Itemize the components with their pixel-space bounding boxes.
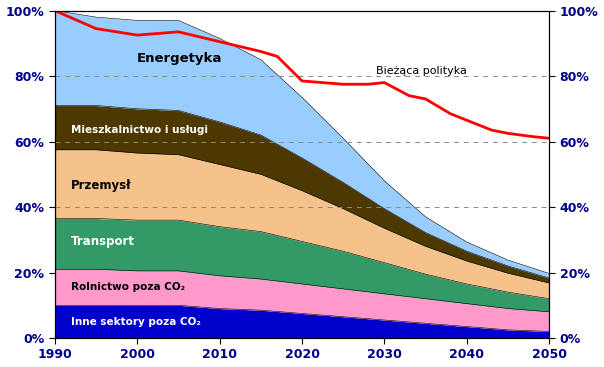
- Text: Rolnictwo poza CO₂: Rolnictwo poza CO₂: [71, 282, 185, 292]
- Text: Energetyka: Energetyka: [137, 51, 222, 65]
- Text: Inne sektory poza CO₂: Inne sektory poza CO₂: [71, 317, 201, 327]
- Text: Transport: Transport: [71, 235, 135, 248]
- Text: Bieżąca polityka: Bieżąca polityka: [376, 66, 467, 76]
- Text: Przemysł: Przemysł: [71, 179, 132, 192]
- Text: Mieszkalnictwo i usługi: Mieszkalnictwo i usługi: [71, 125, 208, 135]
